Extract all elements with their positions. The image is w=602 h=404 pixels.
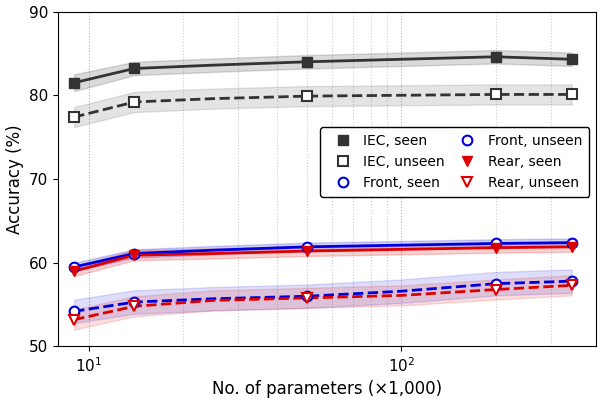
Front, unseen bbox=[70, 309, 78, 314]
Front, unseen bbox=[131, 300, 138, 305]
IEC, unseen bbox=[131, 99, 138, 104]
Rear, seen bbox=[131, 253, 138, 258]
Front, seen bbox=[492, 241, 499, 246]
IEC, seen bbox=[70, 80, 78, 85]
Line: Front, seen: Front, seen bbox=[69, 238, 577, 272]
Y-axis label: Accuracy (%): Accuracy (%) bbox=[5, 124, 23, 234]
X-axis label: No. of parameters (×1,000): No. of parameters (×1,000) bbox=[213, 381, 442, 398]
Line: Rear, unseen: Rear, unseen bbox=[69, 280, 577, 324]
IEC, seen bbox=[492, 55, 499, 59]
Front, seen bbox=[131, 251, 138, 256]
Line: IEC, unseen: IEC, unseen bbox=[69, 90, 577, 122]
Rear, unseen bbox=[70, 317, 78, 322]
Rear, seen bbox=[568, 244, 576, 249]
Rear, unseen bbox=[131, 304, 138, 309]
Line: Front, unseen: Front, unseen bbox=[69, 276, 577, 316]
IEC, unseen bbox=[303, 94, 311, 99]
IEC, seen bbox=[303, 59, 311, 64]
IEC, seen bbox=[131, 66, 138, 71]
Line: IEC, seen: IEC, seen bbox=[69, 52, 577, 88]
Rear, seen bbox=[303, 248, 311, 253]
Front, seen bbox=[568, 240, 576, 245]
Front, unseen bbox=[492, 281, 499, 286]
IEC, unseen bbox=[70, 115, 78, 120]
Rear, unseen bbox=[492, 287, 499, 292]
Rear, unseen bbox=[303, 295, 311, 300]
IEC, unseen bbox=[492, 92, 499, 97]
Front, unseen bbox=[568, 279, 576, 284]
Front, unseen bbox=[303, 294, 311, 299]
IEC, unseen bbox=[568, 92, 576, 97]
Rear, unseen bbox=[568, 283, 576, 288]
IEC, seen bbox=[568, 57, 576, 62]
Rear, seen bbox=[70, 269, 78, 274]
Front, seen bbox=[303, 244, 311, 249]
Legend: IEC, seen, IEC, unseen, Front, seen, Front, unseen, Rear, seen, Rear, unseen: IEC, seen, IEC, unseen, Front, seen, Fro… bbox=[320, 127, 589, 197]
Line: Rear, seen: Rear, seen bbox=[69, 242, 577, 276]
Rear, seen bbox=[492, 245, 499, 250]
Front, seen bbox=[70, 265, 78, 269]
